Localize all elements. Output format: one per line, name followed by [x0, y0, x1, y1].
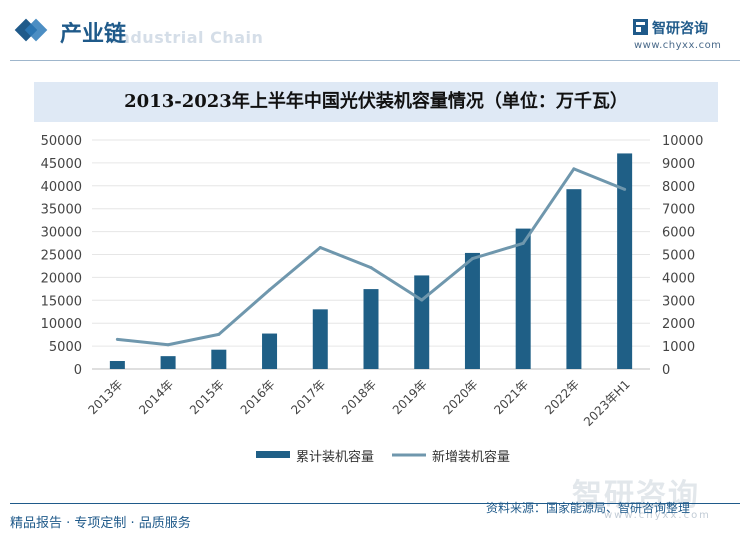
data-source: 资料来源：国家能源局、智研咨询整理 — [486, 501, 691, 515]
y-left-tick-label: 40000 — [41, 180, 82, 195]
y-left-tick-label: 15000 — [41, 294, 82, 309]
chart-title: 2013-2023年上半年中国光伏装机容量情况（单位：万千瓦） — [124, 91, 628, 112]
bar-cumulative — [312, 309, 328, 369]
x-tick-label: 2023年H1 — [581, 377, 633, 429]
x-tick-label: 2021年 — [491, 377, 531, 417]
line-point — [369, 266, 373, 270]
bar-cumulative — [160, 356, 176, 369]
legend-label-new: 新增装机容量 — [432, 449, 510, 465]
footer-divider — [10, 503, 740, 504]
y-right-tick-label: 6000 — [662, 226, 695, 241]
y-right-tick-label: 0 — [662, 363, 670, 378]
bottom-watermark-url: www.chyxx.com — [604, 510, 711, 521]
bar-cumulative — [363, 289, 379, 369]
y-right-tick-label: 10000 — [662, 134, 703, 149]
y-right-tick-label: 5000 — [662, 249, 695, 264]
y-left-tick-label: 0 — [74, 363, 82, 378]
bar-cumulative — [211, 349, 227, 369]
y-left-tick-label: 25000 — [41, 249, 82, 264]
bar-cumulative — [617, 153, 633, 369]
y-left-tick-label: 30000 — [41, 226, 82, 241]
line-point — [623, 187, 627, 191]
x-tick-label: 2020年 — [441, 377, 481, 417]
bar-cumulative — [464, 252, 480, 369]
brand-url: www.chyxx.com — [634, 40, 722, 51]
line-point — [420, 298, 424, 302]
brand-name: 智研咨询 — [652, 21, 708, 37]
brand-logo-icon — [633, 19, 648, 35]
line-point — [115, 337, 119, 341]
line-point — [572, 167, 576, 171]
line-point — [217, 332, 221, 336]
chart-title-band — [34, 82, 718, 122]
x-tick-label: 2016年 — [238, 377, 278, 417]
bottom-watermark: 智研咨询 — [572, 478, 700, 513]
bar-cumulative — [262, 333, 278, 369]
legend-label-cumulative: 累计装机容量 — [296, 449, 374, 465]
y-right-tick-label: 1000 — [662, 340, 695, 355]
line-point — [166, 343, 170, 347]
y-left-tick-label: 35000 — [41, 203, 82, 218]
footer-slogan: 精品报告 · 专项定制 · 品质服务 — [10, 516, 191, 531]
x-tick-label: 2018年 — [339, 377, 379, 417]
y-left-tick-label: 50000 — [41, 134, 82, 149]
y-right-tick-label: 2000 — [662, 317, 695, 332]
bar-cumulative — [414, 275, 430, 369]
x-tick-label: 2013年 — [86, 377, 126, 417]
line-point — [521, 241, 525, 245]
y-left-tick-label: 10000 — [41, 317, 82, 332]
line-point — [318, 245, 322, 249]
legend-swatch-cumulative — [256, 451, 290, 458]
y-left-tick-label: 20000 — [41, 271, 82, 286]
section-title: 产业链 — [60, 22, 127, 47]
y-right-tick-label: 8000 — [662, 180, 695, 195]
x-tick-label: 2022年 — [542, 377, 582, 417]
y-left-tick-label: 45000 — [41, 157, 82, 172]
section-watermark: Industrial Chain — [112, 28, 264, 47]
y-right-tick-label: 7000 — [662, 203, 695, 218]
line-point — [470, 257, 474, 261]
bar-cumulative — [109, 361, 125, 369]
bar-cumulative — [515, 228, 531, 369]
y-right-tick-label: 3000 — [662, 294, 695, 309]
y-right-tick-label: 9000 — [662, 157, 695, 172]
x-tick-label: 2017年 — [288, 377, 328, 417]
bar-cumulative — [566, 189, 582, 369]
x-tick-label: 2014年 — [136, 377, 176, 417]
y-left-tick-label: 5000 — [49, 340, 82, 355]
x-tick-label: 2015年 — [187, 377, 227, 417]
x-tick-label: 2019年 — [390, 377, 430, 417]
header: Industrial Chain 产业链 智研咨询 www.chyxx.com — [0, 0, 750, 62]
line-point — [268, 288, 272, 292]
header-divider — [10, 60, 740, 61]
y-right-tick-label: 4000 — [662, 271, 695, 286]
